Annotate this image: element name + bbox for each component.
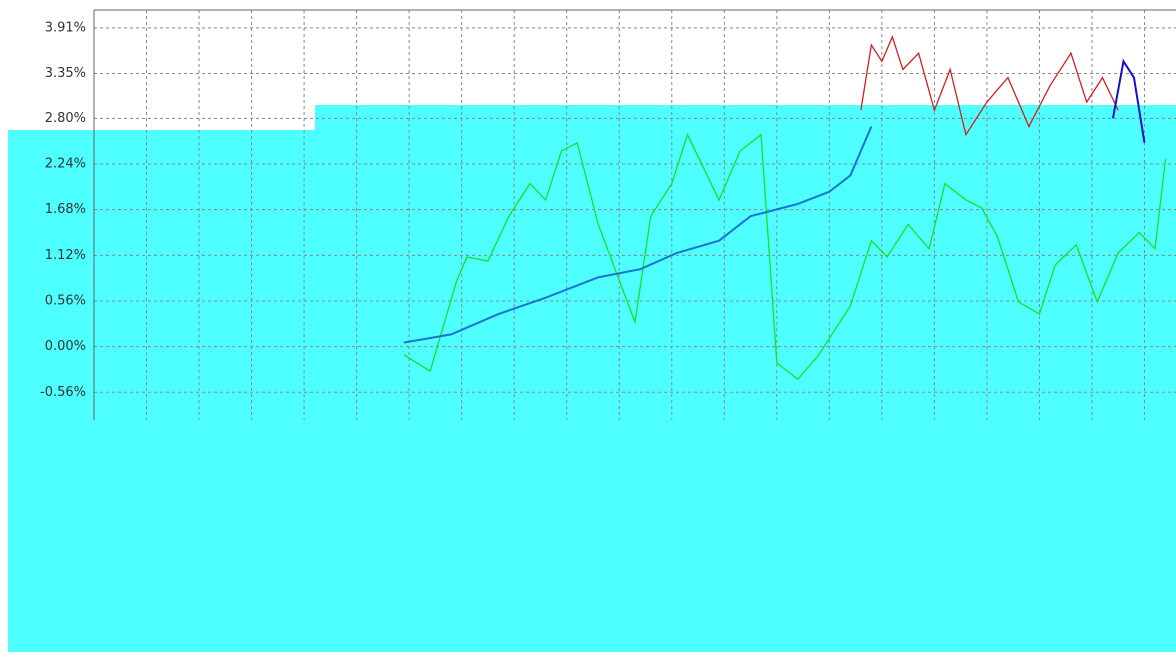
y-tick-label: 3.35%: [45, 66, 86, 81]
y-tick-label: -0.56%: [40, 385, 86, 400]
y-tick-label: 1.68%: [45, 202, 86, 217]
y-tick-label: 0.56%: [45, 293, 86, 308]
overlay: [8, 430, 1176, 652]
y-tick-label: 2.24%: [45, 157, 86, 172]
labels: -0.56% 0.00% 0.56% 1.12% 1.68% 2.24% 2.80% 3.35…: [40, 20, 86, 399]
y-tick-label: 2.80%: [45, 111, 86, 126]
page: -0.56% 0.00% 0.56% 1.12% 1.68% 2.24% 2.80% 3.35…: [0, 0, 1176, 652]
y-tick-label: 0.00%: [45, 339, 86, 354]
y-tick-label: 3.91%: [45, 20, 86, 35]
chart: -0.56% 0.00% 0.56% 1.12% 1.68% 2.24% 2.80% 3.35…: [0, 0, 1176, 652]
y-tick-label: 1.12%: [45, 248, 86, 263]
